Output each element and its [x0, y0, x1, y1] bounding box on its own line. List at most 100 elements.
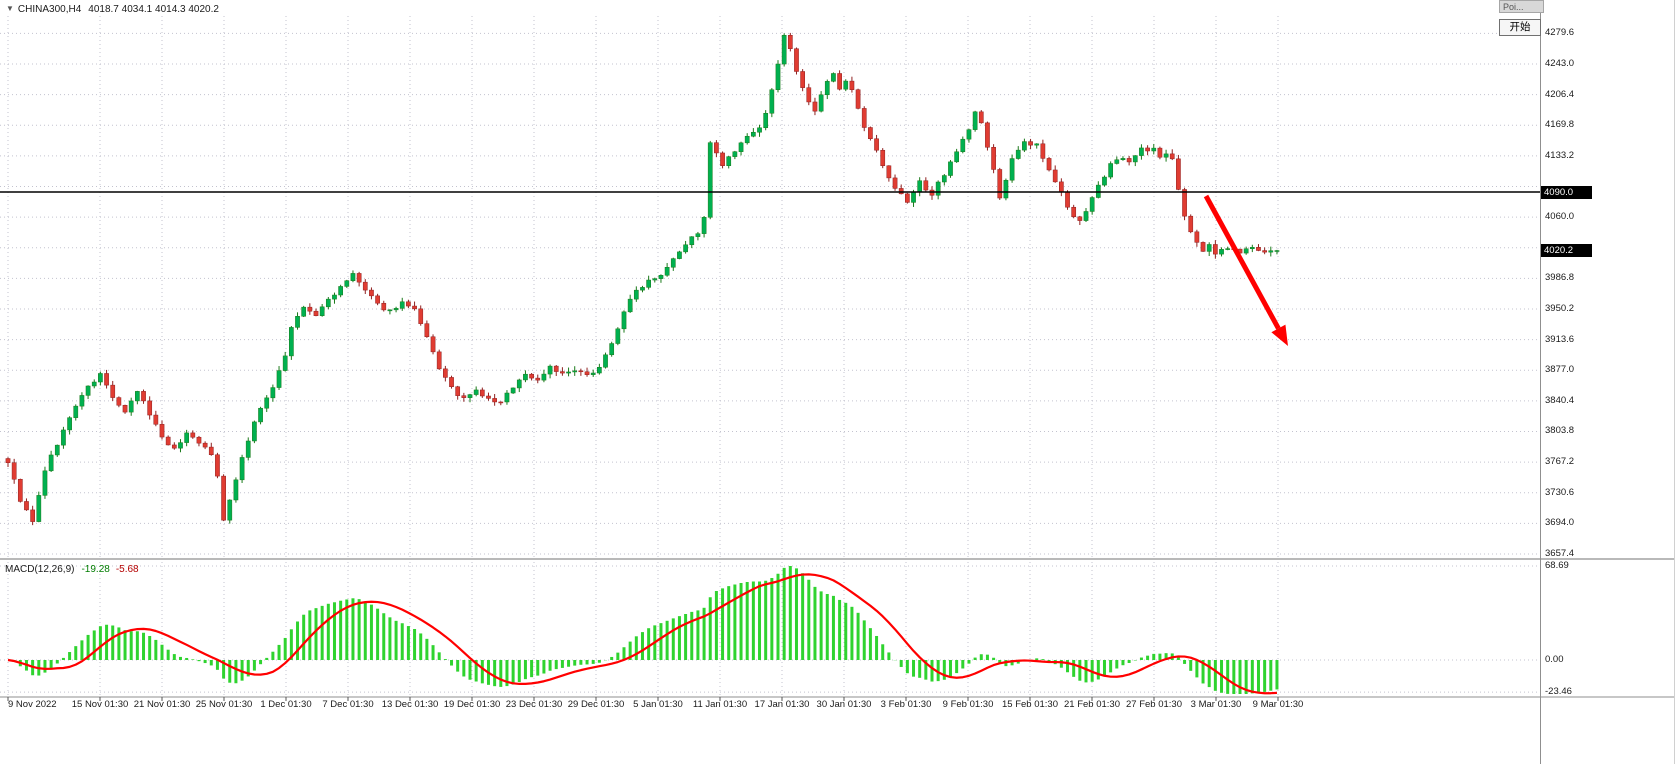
candle	[960, 138, 966, 153]
candle	[332, 294, 337, 300]
start-button[interactable]: 开始	[1499, 19, 1541, 36]
trend-arrow[interactable]	[1203, 194, 1288, 346]
candle	[1145, 147, 1150, 152]
time-label: 9 Feb 01:30	[942, 699, 994, 710]
candle	[1003, 179, 1009, 199]
candle	[461, 395, 467, 398]
time-label: 25 Nov 01:30	[195, 699, 253, 710]
candle	[171, 444, 177, 449]
time-label: 9 Mar 01:30	[1252, 699, 1304, 710]
candle	[911, 191, 916, 203]
candle	[880, 149, 886, 166]
time-label: 27 Feb 01:30	[1126, 699, 1182, 710]
candle	[1206, 244, 1212, 252]
candle	[849, 80, 855, 90]
candle	[1182, 189, 1187, 217]
candle	[399, 301, 405, 309]
candle	[418, 308, 424, 324]
candle	[590, 372, 596, 375]
candle	[529, 373, 534, 379]
candle	[738, 142, 744, 152]
candle	[812, 101, 818, 112]
time-label: 1 Dec 01:30	[260, 699, 312, 710]
candle	[54, 444, 60, 456]
popup-title[interactable]: Poi...	[1499, 0, 1544, 13]
candle	[258, 407, 263, 423]
candle	[165, 436, 171, 446]
time-label: 30 Jan 01:30	[816, 699, 872, 710]
candle	[652, 278, 658, 281]
candle	[954, 151, 959, 163]
macd-signal-value: -5.68	[115, 564, 139, 575]
candle	[972, 111, 978, 130]
candle	[1071, 206, 1077, 218]
candle	[430, 336, 436, 353]
candle	[794, 48, 799, 72]
candle	[147, 400, 153, 416]
candle	[670, 258, 676, 268]
time-label: 21 Feb 01:30	[1064, 699, 1120, 710]
candle	[159, 424, 165, 438]
candle	[985, 122, 990, 148]
price-label: 4133.2	[1545, 149, 1575, 161]
candle	[245, 440, 251, 458]
price-axis[interactable]: 4279.6 4243.0 4206.4 4169.8 4133.2 4060.0 3986…	[1541, 0, 1674, 764]
candle	[1132, 155, 1138, 163]
symbol-dropdown-icon[interactable]: ▼	[6, 4, 14, 13]
candle	[153, 414, 159, 425]
candle	[510, 387, 516, 394]
time-label: 29 Dec 01:30	[567, 699, 625, 710]
candle	[307, 306, 313, 312]
macd-axis-label: 0.00	[1545, 654, 1564, 665]
candle	[443, 368, 448, 378]
candle	[615, 328, 621, 344]
candle	[633, 289, 639, 300]
time-label: 3 Mar 01:30	[1190, 699, 1242, 710]
candle	[541, 373, 547, 381]
candle	[763, 113, 769, 129]
candle	[141, 391, 146, 402]
candle	[787, 35, 793, 49]
grid-layer	[0, 16, 1540, 695]
candle	[11, 462, 17, 480]
candle	[1225, 248, 1231, 250]
time-label: 11 Jan 01:30	[692, 699, 748, 710]
candle	[966, 129, 972, 140]
candle	[1213, 244, 1218, 255]
price-label: 3694.0	[1545, 517, 1575, 529]
time-label: 9 Nov 2022	[8, 699, 57, 710]
candle	[824, 81, 830, 96]
candle	[917, 180, 923, 192]
candle	[664, 267, 670, 276]
candle	[941, 175, 947, 183]
candle	[17, 478, 23, 502]
candle	[1108, 163, 1113, 178]
price-label: 3657.4	[1545, 548, 1575, 559]
candle	[769, 89, 775, 114]
bid-price-tag: 4020.2	[1541, 243, 1592, 257]
price-label: 3950.2	[1545, 302, 1575, 314]
candle	[516, 379, 522, 389]
candle	[110, 384, 116, 398]
price-label: 3913.6	[1545, 333, 1575, 345]
popup-window: Poi... 开始	[1499, 0, 1547, 36]
candle	[1139, 147, 1144, 156]
candle	[905, 193, 910, 203]
candle	[843, 80, 849, 90]
candle	[991, 147, 996, 170]
price-label: 3730.6	[1545, 486, 1575, 498]
candle	[233, 479, 239, 501]
candle	[356, 273, 362, 283]
macd-axis-label: -23.46	[1545, 686, 1572, 698]
candle	[492, 398, 497, 403]
time-axis[interactable]: 9 Nov 2022 15 Nov 01:30 21 Nov 01:30 25 Nov…	[0, 699, 1545, 717]
candle	[597, 367, 602, 374]
candle	[239, 457, 245, 481]
candle	[874, 138, 879, 151]
candle	[276, 370, 282, 388]
candle	[1065, 191, 1070, 208]
hline-price-tag: 4090.0	[1541, 185, 1592, 199]
candle	[73, 405, 79, 418]
candle	[560, 371, 565, 374]
